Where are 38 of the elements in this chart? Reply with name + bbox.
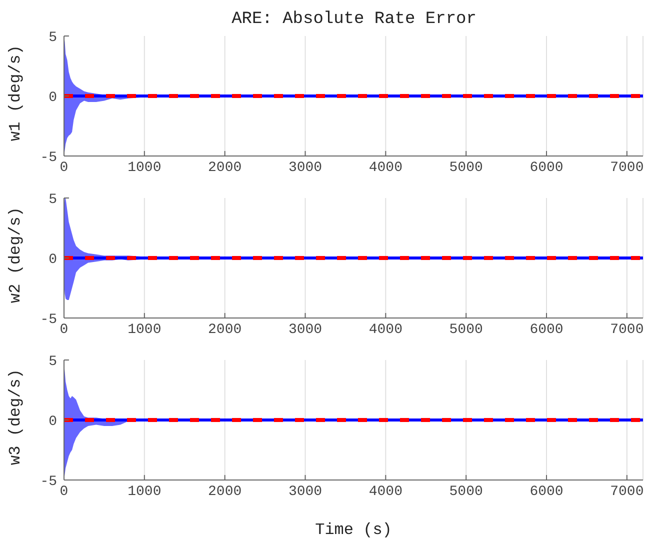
x-tick-label: 7000 [610, 484, 644, 500]
x-tick-label: 2000 [208, 322, 242, 338]
y-tick-label: 5 [48, 30, 57, 46]
x-tick-label: 4000 [368, 322, 402, 338]
y-axis-title: w3 (deg/s) [6, 368, 25, 465]
x-tick-label: 5000 [449, 484, 483, 500]
x-tick-label: 7000 [610, 322, 644, 338]
x-tick-label: 2000 [208, 484, 242, 500]
x-tick-label: 4000 [368, 484, 402, 500]
x-tick-label: 5000 [449, 322, 483, 338]
x-tick-label: 5000 [449, 160, 483, 176]
y-tick-label: 0 [48, 414, 57, 430]
x-axis-title: Time (s) [315, 521, 392, 539]
y-tick-label: -5 [40, 474, 57, 490]
x-tick-label: 3000 [288, 160, 322, 176]
x-tick-label: 0 [60, 322, 68, 338]
x-tick-label: 3000 [288, 322, 322, 338]
x-tick-label: 1000 [128, 160, 162, 176]
x-tick-label: 6000 [530, 160, 564, 176]
y-tick-label: 5 [48, 192, 57, 208]
chart-title: ARE: Absolute Rate Error [230, 10, 478, 29]
x-tick-label: 7000 [610, 160, 644, 176]
x-tick-label: 0 [60, 484, 68, 500]
x-tick-label: 0 [60, 160, 68, 176]
x-tick-label: 1000 [128, 322, 162, 338]
x-tick-label: 1000 [128, 484, 162, 500]
y-tick-label: 0 [48, 90, 57, 106]
y-tick-label: -5 [40, 312, 57, 328]
y-axis-title: w1 (deg/s) [6, 44, 25, 141]
x-tick-label: 3000 [288, 484, 322, 500]
y-tick-label: 0 [48, 252, 57, 268]
y-axis-title: w2 (deg/s) [6, 206, 25, 303]
x-tick-label: 6000 [530, 484, 564, 500]
y-tick-label: -5 [40, 150, 57, 166]
x-tick-label: 2000 [208, 160, 242, 176]
y-tick-label: 5 [48, 354, 57, 370]
x-tick-label: 6000 [530, 322, 564, 338]
x-tick-label: 4000 [368, 160, 402, 176]
